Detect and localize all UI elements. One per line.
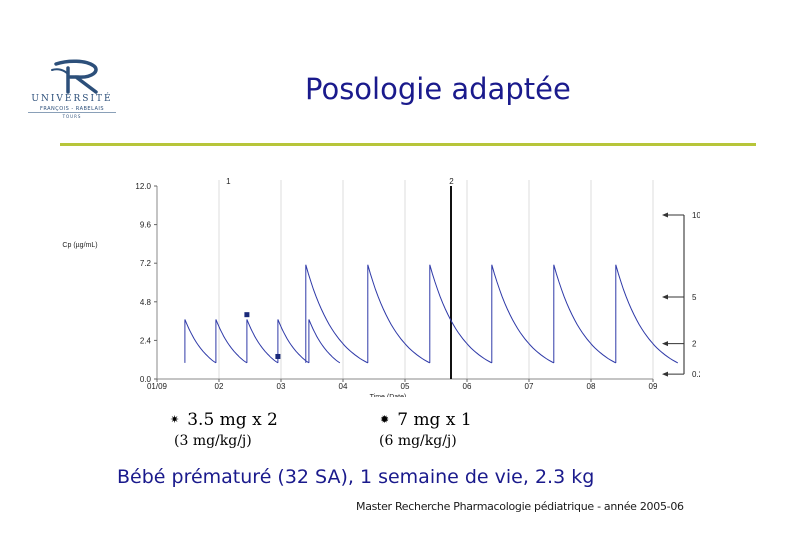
x-tick-label: 07 bbox=[525, 382, 534, 391]
logo-francois-rabelais-text: FRANÇOIS - RABELAIS bbox=[39, 106, 105, 112]
measured-point bbox=[244, 312, 250, 318]
x-tick-label: 04 bbox=[339, 382, 348, 391]
right-axis-tick-label: 10 bbox=[692, 211, 700, 220]
right-axis-arrow-icon bbox=[662, 341, 668, 347]
right-axis-arrow-icon bbox=[662, 294, 668, 300]
right-axis-arrow-icon bbox=[662, 371, 668, 377]
y-tick-label: 2.4 bbox=[140, 336, 152, 345]
dose-left-label: 3.5 mg x 2 bbox=[187, 410, 278, 430]
x-tick-label: 03 bbox=[277, 382, 286, 391]
dose-right-per-kg: (6 mg/kg/j) bbox=[379, 433, 457, 449]
regimen-marker-label: 1 bbox=[226, 177, 231, 186]
y-tick-label: 7.2 bbox=[140, 259, 152, 268]
y-axis-label: Cp (µg/mL) bbox=[62, 242, 97, 249]
asterisk-bullet-icon: ✹ bbox=[380, 413, 390, 426]
right-axis-arrow-icon bbox=[662, 212, 668, 218]
right-axis-tick-label: 5 bbox=[692, 293, 697, 302]
title-divider bbox=[60, 143, 756, 146]
x-axis-label: Time (Date) bbox=[370, 394, 407, 397]
x-tick-label: 08 bbox=[587, 382, 596, 391]
regimen-marker-label: 2 bbox=[449, 177, 454, 186]
logo-university-text: UNIVERSITÉ bbox=[31, 94, 113, 104]
page-title: Posologie adaptée bbox=[305, 72, 571, 106]
university-logo: UNIVERSITÉ FRANÇOIS - RABELAIS TOURS bbox=[24, 58, 120, 124]
y-tick-label: 12.0 bbox=[135, 182, 151, 191]
y-tick-label: 0.0 bbox=[140, 375, 152, 384]
y-tick-label: 4.8 bbox=[140, 298, 152, 307]
dose-regimen-right: ✹ 7 mg x 1 bbox=[380, 410, 472, 430]
logo-tours-text: TOURS bbox=[62, 114, 82, 119]
footer-text: Master Recherche Pharmacologie pédiatriq… bbox=[356, 500, 684, 513]
y-tick-label: 9.6 bbox=[140, 221, 152, 230]
x-tick-label: 01/09 bbox=[147, 382, 168, 391]
dose-right-label: 7 mg x 1 bbox=[397, 410, 472, 430]
logo-r-emblem-icon bbox=[51, 59, 98, 94]
x-tick-label: 02 bbox=[215, 382, 224, 391]
right-axis-tick-label: 2 bbox=[692, 340, 697, 349]
x-tick-label: 05 bbox=[401, 382, 410, 391]
dose-regimen-left: ✷ 3.5 mg x 2 bbox=[170, 410, 278, 430]
x-tick-label: 06 bbox=[463, 382, 472, 391]
concentration-chart: 0.0 2.4 4.8 7.2 9.6 12.0 01/09 02 03 04 05 06 07 08 09… bbox=[62, 177, 700, 397]
measured-point bbox=[275, 353, 281, 359]
x-tick-label: 09 bbox=[649, 382, 658, 391]
patient-description: Bébé prématuré (32 SA), 1 semaine de vie… bbox=[117, 466, 595, 488]
concentration-curve-line bbox=[184, 264, 679, 364]
logo-divider bbox=[28, 112, 116, 113]
right-axis-tick-label: 0.2 bbox=[692, 370, 700, 379]
dose-left-per-kg: (3 mg/kg/j) bbox=[174, 433, 252, 449]
asterisk-bullet-icon: ✷ bbox=[170, 413, 180, 426]
